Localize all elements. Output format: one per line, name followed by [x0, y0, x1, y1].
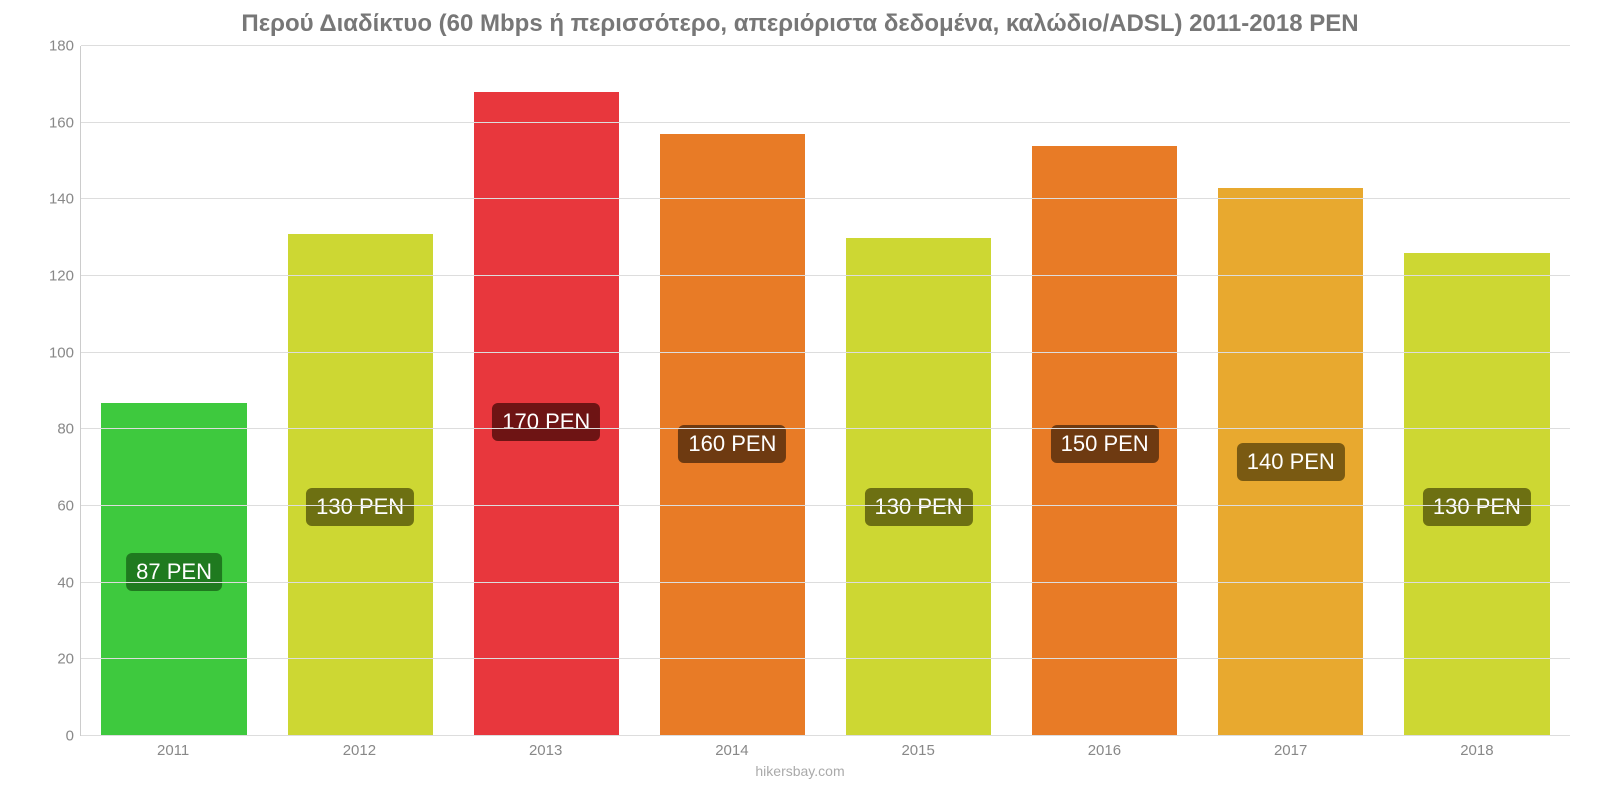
gridline	[81, 122, 1570, 123]
bar-value-label: 87 PEN	[126, 553, 222, 591]
y-tick: 100	[49, 344, 74, 361]
y-tick: 160	[49, 114, 74, 131]
x-tick: 2018	[1384, 742, 1570, 759]
y-tick: 80	[57, 421, 74, 438]
chart-container: Περού Διαδίκτυο (60 Mbps ή περισσότερο, …	[0, 0, 1600, 800]
bar-slot: 170 PEN	[453, 46, 639, 736]
bar-value-label: 160 PEN	[678, 425, 786, 463]
y-tick: 0	[66, 728, 74, 745]
attribution: hikersbay.com	[30, 763, 1570, 779]
bar-value-label: 130 PEN	[1423, 488, 1531, 526]
y-tick: 40	[57, 574, 74, 591]
x-axis: 20112012201320142015201620172018	[80, 742, 1570, 759]
gridline	[81, 275, 1570, 276]
plot-area: 87 PEN 130 PEN 170 PEN 160 PEN 130 PEN 150 PE…	[80, 46, 1570, 736]
chart-title: Περού Διαδίκτυο (60 Mbps ή περισσότερο, …	[30, 10, 1570, 38]
bar-value-label: 130 PEN	[306, 488, 414, 526]
bar: 130 PEN	[1404, 253, 1549, 736]
bar-slot: 160 PEN	[639, 46, 825, 736]
bar-slot: 130 PEN	[826, 46, 1012, 736]
bar: 160 PEN	[660, 134, 805, 736]
y-tick: 140	[49, 191, 74, 208]
bar-value-label: 130 PEN	[865, 488, 973, 526]
bar-slot: 130 PEN	[1384, 46, 1570, 736]
bar: 87 PEN	[101, 403, 246, 737]
gridline	[81, 582, 1570, 583]
bar: 130 PEN	[846, 238, 991, 736]
bar: 130 PEN	[288, 234, 433, 736]
y-tick: 180	[49, 38, 74, 55]
gridline	[81, 658, 1570, 659]
y-tick: 20	[57, 651, 74, 668]
gridline	[81, 428, 1570, 429]
gridline	[81, 505, 1570, 506]
bar-value-label: 170 PEN	[492, 403, 600, 441]
x-tick: 2017	[1198, 742, 1384, 759]
x-tick: 2012	[266, 742, 452, 759]
x-tick: 2013	[453, 742, 639, 759]
bars-container: 87 PEN 130 PEN 170 PEN 160 PEN 130 PEN 150 PE…	[81, 46, 1570, 736]
bar-slot: 140 PEN	[1198, 46, 1384, 736]
bar-slot: 150 PEN	[1012, 46, 1198, 736]
gridline	[81, 352, 1570, 353]
gridline	[81, 198, 1570, 199]
bar-value-label: 150 PEN	[1051, 425, 1159, 463]
bar: 150 PEN	[1032, 146, 1177, 736]
bar-slot: 87 PEN	[81, 46, 267, 736]
y-axis: 020406080100120140160180	[30, 46, 80, 736]
bar-slot: 130 PEN	[267, 46, 453, 736]
bar-value-label: 140 PEN	[1237, 443, 1345, 481]
gridline	[81, 45, 1570, 46]
y-tick: 120	[49, 268, 74, 285]
gridline	[81, 735, 1570, 736]
bar: 170 PEN	[474, 92, 619, 736]
x-tick: 2011	[80, 742, 266, 759]
x-tick: 2016	[1011, 742, 1197, 759]
plot: 020406080100120140160180 87 PEN130 PEN17…	[30, 46, 1570, 736]
x-tick: 2015	[825, 742, 1011, 759]
bar: 140 PEN	[1218, 188, 1363, 736]
x-tick: 2014	[639, 742, 825, 759]
y-tick: 60	[57, 498, 74, 515]
